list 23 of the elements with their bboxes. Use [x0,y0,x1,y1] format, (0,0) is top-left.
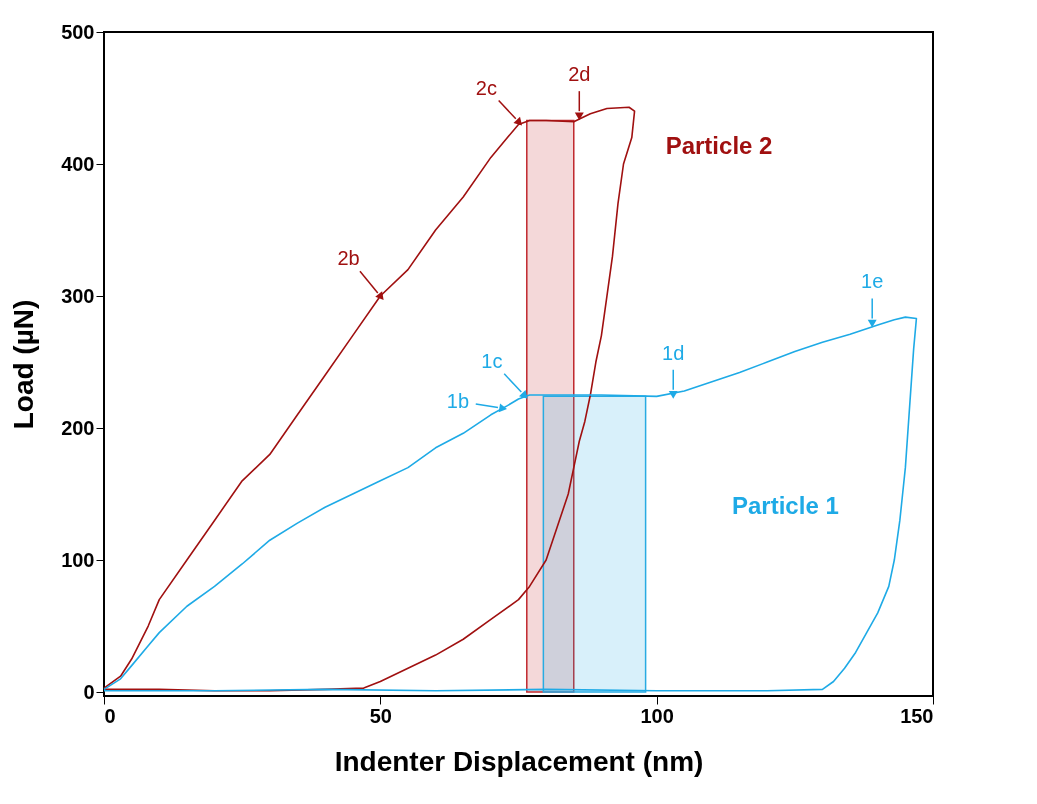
y-tick-label: 200 [61,416,95,439]
x-tick-label: 150 [900,704,934,727]
y-tick-label: 300 [61,284,95,307]
text: Particle 1 [732,492,839,520]
annotation: 1d [662,341,685,364]
annotation: 1c [481,350,503,373]
y-tick-label: 500 [61,20,95,43]
y-axis-title: Load (µN) [8,299,40,430]
x-tick-label: 100 [640,704,674,727]
line-series [103,106,636,692]
x-axis-title: Indenter Displacement (nm) [334,745,704,777]
y-tick-label: 400 [61,152,95,175]
y-tick-label: 100 [61,548,95,571]
x-tick-label: 50 [369,704,392,727]
y-tick-label: 0 [83,680,95,703]
annotation: 2c [475,76,497,99]
x-tick-label: 0 [104,704,116,727]
annotation: 2b [337,246,360,269]
annotation: 1e [861,270,884,293]
series-label: Particle 2 [665,132,773,160]
annotation: 2d [568,63,591,86]
annotation: 1b [446,389,470,412]
line-series [103,316,918,692]
